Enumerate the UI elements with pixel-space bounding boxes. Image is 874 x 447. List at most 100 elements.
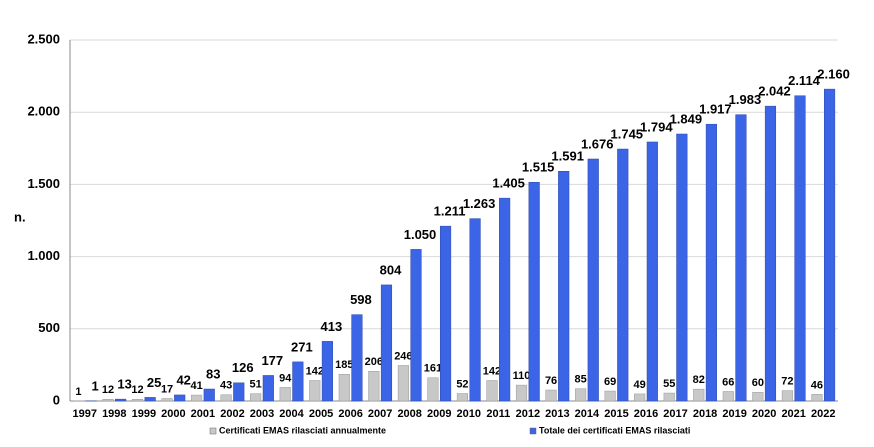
total-value-label: 1.515 xyxy=(522,160,555,175)
annual-value-label: 66 xyxy=(722,376,734,388)
legend-swatch xyxy=(209,427,217,435)
x-tick-label: 2018 xyxy=(693,408,717,420)
total-value-label: 1.794 xyxy=(640,119,673,134)
x-tick-label: 2002 xyxy=(220,408,244,420)
total-value-label: 1.745 xyxy=(611,126,644,141)
x-tick-label: 2008 xyxy=(397,408,421,420)
x-tick-label: 2014 xyxy=(575,408,600,420)
bar xyxy=(499,197,511,402)
legend-label: Totale dei certificati EMAS rilasciati xyxy=(539,425,690,435)
annual-value-label: 60 xyxy=(752,377,764,389)
annual-value-label: 41 xyxy=(190,380,202,392)
bar xyxy=(811,394,823,402)
bar xyxy=(102,399,114,402)
total-value-label: 1.211 xyxy=(434,204,466,219)
annual-value-label: 69 xyxy=(604,376,616,388)
total-value-label: 1.050 xyxy=(404,227,437,242)
x-tick-label: 2009 xyxy=(427,408,451,420)
annual-value-label: 94 xyxy=(279,372,292,384)
annual-value-label: 246 xyxy=(394,350,412,362)
bar xyxy=(634,393,646,402)
bar xyxy=(823,88,836,402)
total-value-label: 1.405 xyxy=(492,176,525,191)
bar xyxy=(338,374,350,402)
bar xyxy=(191,394,203,402)
bar xyxy=(380,284,393,402)
annual-value-label: 76 xyxy=(545,375,557,387)
bar xyxy=(676,133,688,402)
x-tick-label: 2007 xyxy=(368,408,392,420)
bar xyxy=(131,399,144,402)
bar xyxy=(115,398,127,402)
bar xyxy=(397,365,409,402)
x-tick-label: 2016 xyxy=(634,408,658,420)
bar xyxy=(292,361,304,402)
bar xyxy=(250,393,262,402)
total-value-label: 2.114 xyxy=(788,73,821,88)
bar xyxy=(587,158,599,402)
total-value-label: 126 xyxy=(232,360,254,375)
annual-value-label: 85 xyxy=(574,374,586,386)
bar xyxy=(693,388,705,402)
total-value-label: 413 xyxy=(321,319,343,334)
bar xyxy=(456,393,469,402)
bar xyxy=(174,394,186,402)
bar xyxy=(203,388,215,402)
bar xyxy=(617,148,629,402)
total-value-label: 2.042 xyxy=(758,84,791,99)
total-value-label: 13 xyxy=(117,377,131,392)
annual-value-label: 46 xyxy=(811,379,823,391)
legend-label: Certificati EMAS rilasciati annualmente xyxy=(219,425,386,435)
x-tick-label: 2017 xyxy=(663,408,687,420)
bar xyxy=(262,375,274,402)
annual-value-label: 1 xyxy=(75,386,81,398)
x-tick-label: 2013 xyxy=(545,408,569,420)
x-tick-label: 1999 xyxy=(132,408,156,420)
bar xyxy=(545,389,557,402)
annual-value-label: 82 xyxy=(693,374,705,386)
x-tick-label: 2012 xyxy=(516,408,540,420)
annual-value-label: 12 xyxy=(131,384,143,396)
total-value-label: 1.591 xyxy=(551,149,584,164)
bar xyxy=(351,314,363,402)
bar xyxy=(309,380,321,402)
x-tick-label: 1997 xyxy=(73,408,97,420)
bar xyxy=(794,95,806,402)
bar xyxy=(486,380,498,402)
annual-value-label: 43 xyxy=(220,380,232,392)
total-value-label: 83 xyxy=(206,366,220,381)
total-value-label: 1 xyxy=(91,378,98,393)
bar xyxy=(781,390,793,402)
total-value-label: 42 xyxy=(176,372,190,387)
y-tick-label: 1.500 xyxy=(27,176,60,191)
annual-value-label: 12 xyxy=(102,384,114,396)
total-value-label: 2.160 xyxy=(817,67,850,82)
bar xyxy=(558,171,570,402)
annual-value-label: 185 xyxy=(335,359,353,371)
bar xyxy=(279,387,291,402)
y-tick-label: 1.000 xyxy=(27,248,60,263)
x-tick-label: 2019 xyxy=(722,408,746,420)
bar xyxy=(705,123,717,402)
annual-value-label: 206 xyxy=(365,356,383,368)
bar xyxy=(735,114,747,402)
legend-swatch xyxy=(529,427,537,435)
x-tick-label: 2020 xyxy=(752,408,776,420)
annual-value-label: 72 xyxy=(781,376,793,388)
y-tick-label: 2.000 xyxy=(27,104,60,119)
x-tick-label: 2001 xyxy=(191,408,215,420)
annual-value-label: 51 xyxy=(250,379,262,391)
bar xyxy=(764,105,777,402)
y-axis-label: n. xyxy=(14,209,26,224)
total-value-label: 1.983 xyxy=(729,92,762,107)
bar xyxy=(663,392,675,402)
bar xyxy=(528,181,540,402)
annual-value-label: 142 xyxy=(483,365,501,377)
x-tick-label: 2015 xyxy=(604,408,628,420)
x-tick-label: 2011 xyxy=(486,408,510,420)
x-tick-label: 2010 xyxy=(457,408,481,420)
annual-value-label: 161 xyxy=(424,363,442,375)
x-tick-label: 2000 xyxy=(161,408,185,420)
annual-value-label: 17 xyxy=(161,383,173,395)
